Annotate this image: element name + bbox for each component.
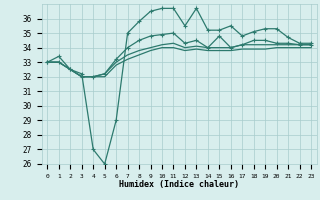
- X-axis label: Humidex (Indice chaleur): Humidex (Indice chaleur): [119, 180, 239, 189]
